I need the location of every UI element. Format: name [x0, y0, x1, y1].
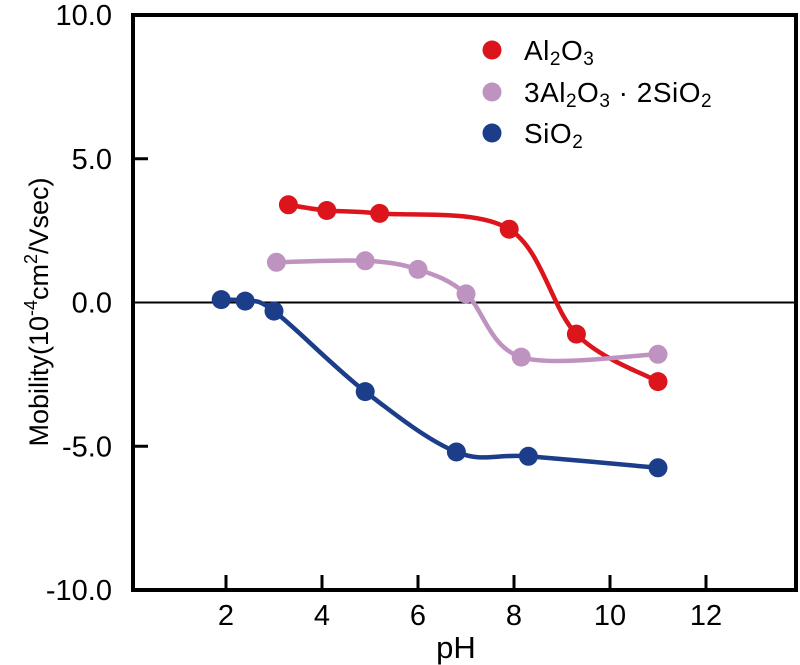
x-tick-label: 6	[410, 600, 426, 632]
x-tick-label: 12	[690, 600, 722, 632]
legend-label-series-0: Al2O3​	[524, 35, 594, 70]
data-point-series-2	[446, 442, 466, 462]
series-line-2	[218, 297, 661, 471]
data-point-series-0	[499, 219, 519, 239]
y-tick-label: 10.0	[56, 0, 112, 32]
x-tick-label: 4	[314, 600, 330, 632]
y-tick-label: -10.0	[46, 575, 112, 607]
y-axis-title: Mobility(10-4cm2/Vsec)	[21, 177, 54, 446]
legend-label-series-2: SiO2​	[524, 118, 583, 153]
legend-dot-series-2	[482, 123, 502, 143]
data-point-series-1	[456, 284, 476, 304]
data-point-series-2	[211, 290, 231, 310]
data-point-series-0	[370, 203, 390, 223]
data-point-series-1	[355, 251, 375, 271]
data-point-series-2	[648, 458, 668, 478]
data-point-series-2	[518, 446, 538, 466]
y-tick-label: 0.0	[72, 288, 112, 320]
data-point-series-1	[648, 344, 668, 364]
data-point-series-0	[278, 195, 298, 215]
data-point-series-2	[264, 301, 284, 321]
x-tick-label: 2	[218, 600, 234, 632]
data-point-series-0	[566, 324, 586, 344]
y-tick-label: 5.0	[72, 144, 112, 176]
y-tick-label: -5.0	[62, 431, 112, 463]
data-point-series-1	[511, 347, 531, 367]
data-point-series-1	[266, 252, 286, 272]
data-point-series-2	[235, 291, 255, 311]
data-point-series-0	[317, 201, 337, 220]
legend-dot-series-0	[482, 40, 502, 60]
data-point-series-2	[355, 382, 375, 402]
legend-label-series-1: 3Al2O3 · 2SiO2​	[524, 77, 712, 112]
x-tick-label: 8	[506, 600, 522, 632]
x-tick-label: 10	[594, 600, 626, 632]
data-point-series-1	[408, 259, 428, 279]
x-axis-title: pH	[436, 630, 476, 665]
plot-frame	[131, 13, 798, 592]
data-point-series-0	[648, 372, 668, 392]
legend-dot-series-1	[482, 82, 502, 102]
series-line-1	[274, 258, 661, 364]
